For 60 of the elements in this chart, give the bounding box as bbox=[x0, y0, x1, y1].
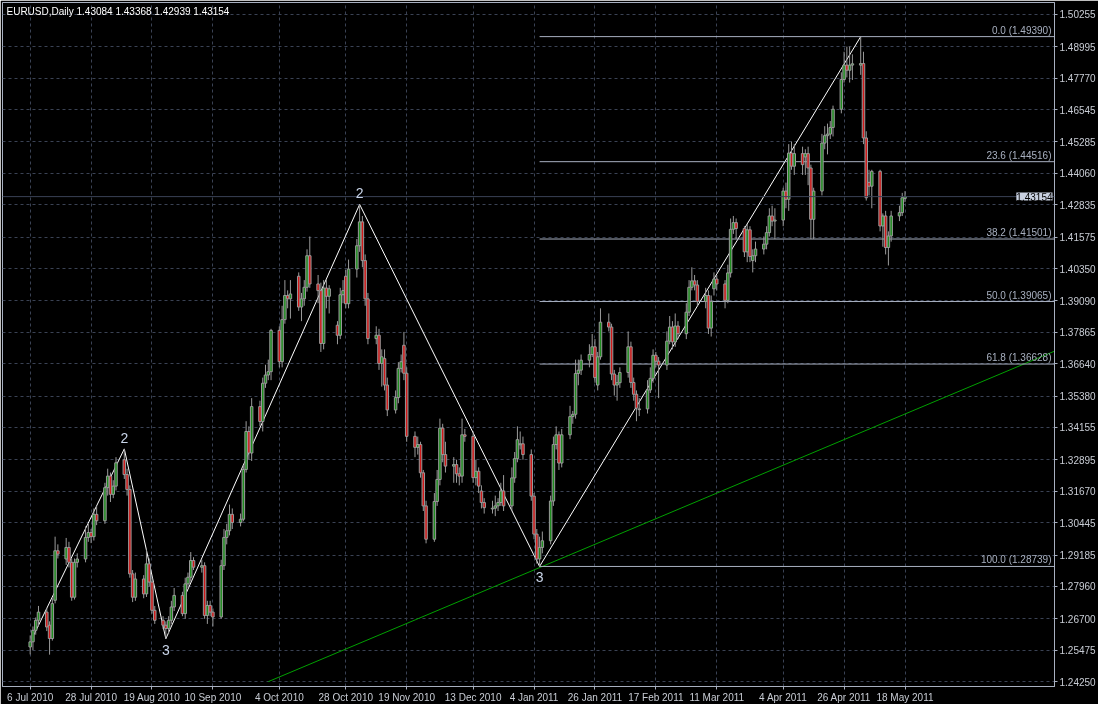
y-tick-label: 1.44060 bbox=[1059, 168, 1097, 180]
candlestick bbox=[230, 507, 235, 530]
annotation: 3 bbox=[535, 569, 544, 586]
y-tick-label: 1.27960 bbox=[1059, 581, 1097, 593]
candlestick bbox=[537, 536, 542, 567]
x-tick-label: 6 Jul 2010 bbox=[7, 691, 54, 703]
y-tick-label: 1.42835 bbox=[1059, 199, 1097, 211]
y-tick-label: 1.30445 bbox=[1059, 517, 1097, 529]
candlestick bbox=[900, 192, 904, 217]
x-tick-label: 4 Jan 2011 bbox=[509, 691, 559, 703]
x-tick-label: 26 Jan 2011 bbox=[567, 691, 623, 703]
y-tick-label: 1.26700 bbox=[1059, 613, 1097, 625]
x-tick-label: 10 Sep 2010 bbox=[184, 691, 242, 703]
series-label: 0.0 (1.49390) bbox=[992, 24, 1052, 36]
y-tick-label: 1.32895 bbox=[1059, 454, 1097, 466]
chart-title: EURUSD,Daily 1.43084 1.43368 1.42939 1.43154 bbox=[6, 5, 230, 17]
candlestick bbox=[773, 207, 777, 240]
x-tick-label: 19 Aug 2010 bbox=[123, 691, 181, 703]
y-tick-label: 1.31670 bbox=[1059, 486, 1097, 498]
y-tick-label: 1.36640 bbox=[1059, 358, 1097, 370]
x-tick-label: 4 Apr 2011 bbox=[759, 691, 808, 703]
ref-line-label: 1.43154 bbox=[1016, 191, 1053, 203]
candlestick bbox=[499, 482, 503, 507]
y-tick-label: 1.46545 bbox=[1059, 104, 1097, 116]
annotation: 2 bbox=[120, 429, 129, 446]
x-tick-label: 18 May 2011 bbox=[876, 691, 934, 703]
candlestick bbox=[133, 572, 138, 602]
x-tick-label: 19 Nov 2010 bbox=[378, 691, 436, 703]
y-tick-label: 1.34155 bbox=[1059, 422, 1097, 434]
legend-label: 50.0 (1.39065) bbox=[986, 289, 1052, 301]
series-label: 23.6 (1.44516) bbox=[986, 149, 1052, 161]
y-tick-label: 1.29185 bbox=[1059, 550, 1097, 562]
candlestick bbox=[327, 284, 331, 314]
legend-label: 100.0 (1.28739) bbox=[980, 554, 1052, 566]
candlestick bbox=[870, 169, 874, 209]
y-tick-label: 1.40350 bbox=[1059, 263, 1097, 275]
y-tick-label: 1.45285 bbox=[1059, 136, 1097, 148]
y-tick-label: 1.41575 bbox=[1059, 232, 1097, 244]
y-tick-label: 1.47770 bbox=[1059, 73, 1097, 85]
legend-label: 38.2 (1.41501) bbox=[986, 227, 1052, 239]
x-tick-label: 28 Oct 2010 bbox=[318, 691, 374, 703]
y-tick-label: 1.37865 bbox=[1059, 327, 1097, 339]
y-tick-label: 1.39090 bbox=[1059, 295, 1097, 307]
y-tick-label: 1.35380 bbox=[1059, 391, 1097, 403]
x-tick-label: 4 Oct 2010 bbox=[254, 691, 305, 703]
x-tick-label: 17 Feb 2011 bbox=[628, 691, 684, 703]
candlestick bbox=[673, 312, 677, 348]
candlestick bbox=[831, 105, 835, 137]
candlestick bbox=[734, 218, 738, 240]
annotation: 2 bbox=[355, 185, 364, 202]
x-tick-label: 13 Dec 2010 bbox=[444, 691, 502, 703]
x-tick-label: 11 Mar 2011 bbox=[689, 691, 745, 703]
y-tick-label: 1.24250 bbox=[1059, 676, 1097, 688]
annotation: 3 bbox=[161, 641, 170, 658]
y-tick-label: 1.48995 bbox=[1059, 41, 1097, 53]
x-tick-label: 28 Jul 2010 bbox=[65, 691, 118, 703]
y-tick-label: 1.25475 bbox=[1059, 645, 1097, 657]
x-tick-label: 26 Apr 2011 bbox=[817, 691, 871, 703]
candlestick bbox=[92, 507, 96, 542]
y-tick-label: 1.50255 bbox=[1059, 9, 1097, 21]
